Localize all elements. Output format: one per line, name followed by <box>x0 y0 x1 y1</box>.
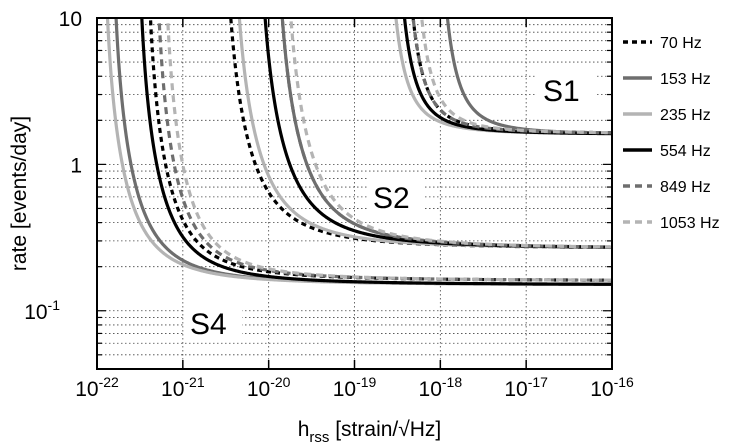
x-tick-label: 10-22 <box>75 374 119 401</box>
legend-label: 849 Hz <box>660 179 711 196</box>
series-line-554-Hz-S2 <box>263 18 612 249</box>
y-tick-labels: 10 1 10-1 <box>24 8 82 324</box>
region-label-S4: S4 <box>190 308 227 341</box>
region-label-S2: S2 <box>373 182 410 215</box>
region-labels: S1 S2 S4 <box>184 71 595 342</box>
y-tick-label: 10 <box>59 8 82 31</box>
x-tick-label: 10-19 <box>333 374 377 401</box>
region-label-bg <box>537 71 595 109</box>
region-label-bg <box>367 178 425 216</box>
x-tick-label: 10-17 <box>504 374 548 401</box>
series-line-235-Hz-S1 <box>394 18 612 136</box>
series-line-235-Hz-S4 <box>105 18 612 286</box>
region-label-S1: S1 <box>543 75 580 108</box>
series-line-554-Hz-S1 <box>402 18 612 136</box>
y-axis-title: rate [events/day] <box>8 116 31 271</box>
x-tick-labels: 10-22 10-21 10-20 10-19 10-18 10-17 10-16 <box>75 374 634 401</box>
series-line-1053-Hz-S4 <box>166 18 612 282</box>
x-tick-label: 10-16 <box>590 374 634 401</box>
series-curves <box>105 18 612 286</box>
legend-label: 153 Hz <box>660 71 711 88</box>
x-tick-label: 10-21 <box>161 374 205 401</box>
series-line-153-Hz-S1 <box>445 18 612 135</box>
y-tick-label: 1 <box>70 154 82 177</box>
series-line-1053-Hz-S1 <box>420 18 612 135</box>
legend-label: 1053 Hz <box>660 215 720 232</box>
series-line-554-Hz-S4 <box>140 18 612 286</box>
x-tick-label: 10-20 <box>247 374 291 401</box>
x-tick-label: 10-18 <box>419 374 463 401</box>
legend: 70 Hz 153 Hz 235 Hz 554 Hz 849 Hz 1053 Hz <box>623 35 720 232</box>
region-label-bg <box>184 304 242 342</box>
axis-ticks <box>96 18 613 369</box>
y-tick-label: 10-1 <box>24 297 60 324</box>
legend-label: 554 Hz <box>660 143 711 160</box>
x-axis-title: hrss [strain/√Hz] <box>298 418 442 446</box>
legend-label: 70 Hz <box>660 35 702 52</box>
series-line-1053-Hz-S2 <box>289 18 612 249</box>
series-line-70-Hz-S4 <box>148 18 612 282</box>
legend-label: 235 Hz <box>660 107 711 124</box>
